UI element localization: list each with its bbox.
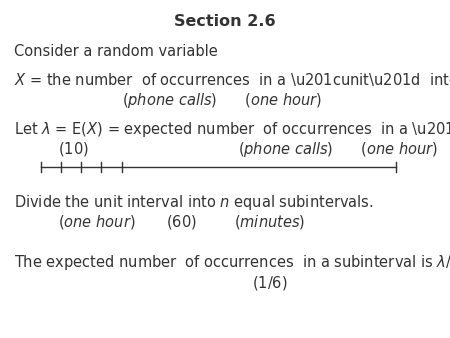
Text: Let $\lambda$ = E($X$) = expected number  of occurrences  in a \u201cunit\u201d : Let $\lambda$ = E($X$) = expected number… [14, 120, 450, 139]
Text: ($\mathit{phone\ calls}$)      ($\mathit{one\ hour}$): ($\mathit{phone\ calls}$) ($\mathit{one\… [238, 140, 439, 159]
Text: Divide the unit interval into $n$ equal subintervals.: Divide the unit interval into $n$ equal … [14, 193, 373, 212]
Text: ($\mathit{60}$): ($\mathit{60}$) [166, 213, 197, 231]
Text: The expected number  of occurrences  in a subinterval is $\lambda$/$n$.: The expected number of occurrences in a … [14, 254, 450, 272]
Text: ($\mathit{1/6}$): ($\mathit{1/6}$) [252, 274, 288, 292]
Text: ($\mathit{one\ hour}$): ($\mathit{one\ hour}$) [58, 213, 136, 231]
Text: Section 2.6: Section 2.6 [174, 14, 276, 28]
Text: ($\mathit{minutes}$): ($\mathit{minutes}$) [234, 213, 305, 231]
Text: $X$ = the number  of occurrences  in a \u201cunit\u201d  interval.: $X$ = the number of occurrences in a \u2… [14, 71, 450, 88]
Text: Consider a random variable: Consider a random variable [14, 44, 217, 59]
Text: ($\mathit{phone\ calls}$)      ($\mathit{one\ hour}$): ($\mathit{phone\ calls}$) ($\mathit{one\… [122, 91, 322, 110]
Text: ($\mathit{10}$): ($\mathit{10}$) [58, 140, 89, 158]
